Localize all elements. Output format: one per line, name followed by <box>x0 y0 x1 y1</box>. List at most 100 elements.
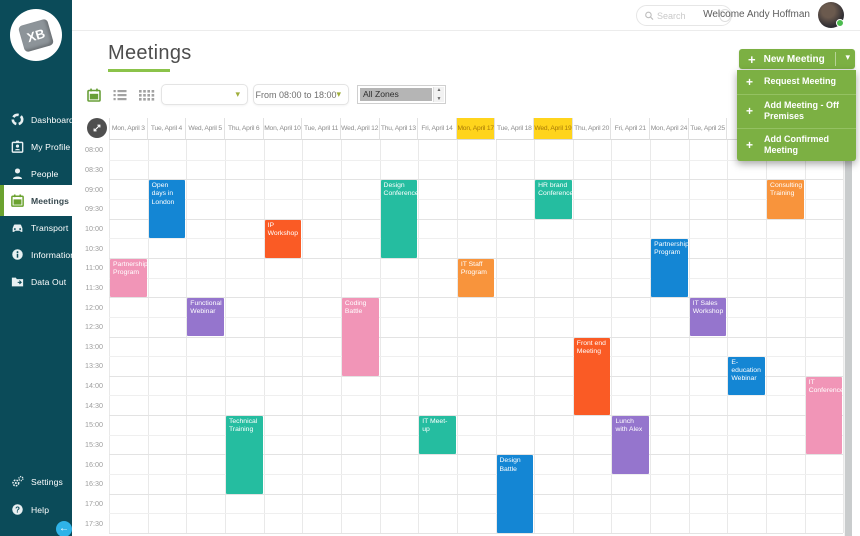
date-header-mon-april-24[interactable]: Mon, April 24 <box>650 118 689 140</box>
meeting-front-end-meeting[interactable]: Front end Meeting <box>573 337 611 416</box>
time-label-12-30: 12:30 <box>85 322 103 332</box>
plus-icon: + <box>748 51 756 67</box>
meeting-design-conference[interactable]: Design Conference <box>380 180 418 258</box>
scrollbar-thumb[interactable] <box>844 150 852 536</box>
sidebar-item-label: Information <box>31 249 76 260</box>
chevron-down-icon[interactable]: ▾ <box>845 52 850 62</box>
button-divider <box>835 52 836 66</box>
menu-item-label: Add Confirmed Meeting <box>764 133 829 155</box>
zone-selected-option[interactable]: All Zones <box>360 88 432 101</box>
grid-hline <box>109 316 844 318</box>
spinner-up-icon: ▲ <box>436 87 442 93</box>
meeting-lunch-with-alex[interactable]: Lunch with Alex <box>612 416 650 475</box>
menu-item-add-meeting-off-premises[interactable]: + Add Meeting - Off Premises <box>737 95 856 129</box>
time-label-11-30: 11:30 <box>85 282 103 292</box>
sidebar-collapse-button[interactable]: ← <box>56 521 72 536</box>
meeting-technical-training[interactable]: Technical Training <box>225 416 263 494</box>
date-header-tue-april-4[interactable]: Tue, April 4 <box>147 118 187 140</box>
grid-hline <box>109 434 844 436</box>
grid-view-button[interactable] <box>138 87 155 103</box>
meeting-open-days-in-london[interactable]: Open days in London <box>148 180 186 239</box>
grid-hline <box>109 159 844 161</box>
expand-arrows-icon <box>93 124 101 132</box>
meeting-title: E-education Webinar <box>731 359 761 383</box>
sidebar-item-settings[interactable]: Settings <box>0 468 72 495</box>
time-range-dropdown[interactable]: From 08:00 to 18:00 ▾ <box>253 84 349 105</box>
date-header-tue-april-25[interactable]: Tue, April 25 <box>688 118 728 140</box>
sidebar-item-label: Transport <box>31 222 69 233</box>
date-header-tue-april-11[interactable]: Tue, April 11 <box>302 118 341 140</box>
avatar[interactable] <box>818 2 844 28</box>
zone-select[interactable]: All Zones ▲ ▼ <box>357 85 446 104</box>
date-header-thu-april-6[interactable]: Thu, April 6 <box>224 118 264 140</box>
people-icon <box>9 166 25 182</box>
date-header-fri-april-21[interactable]: Fri, April 21 <box>611 118 651 140</box>
meeting-partnership-program[interactable]: Partnership Program <box>110 258 147 298</box>
date-header-tue-april-18[interactable]: Tue, April 18 <box>495 118 535 140</box>
grid-hline <box>109 493 844 495</box>
chevron-down-icon: ▾ <box>336 89 341 99</box>
meeting-consulting-training[interactable]: Consulting Training <box>767 180 804 219</box>
spinner-down-icon: ▼ <box>436 96 442 102</box>
meeting-design-battle[interactable]: Design Battle <box>496 455 534 533</box>
date-header-label: Tue, April 11 <box>303 125 339 132</box>
plus-icon: + <box>746 104 754 119</box>
grid-hline <box>109 198 844 200</box>
meeting-it-meet-up[interactable]: IT Meet-up <box>419 416 456 455</box>
grid-hline <box>109 257 844 259</box>
date-header-thu-april-20[interactable]: Thu, April 20 <box>572 118 612 140</box>
search-input[interactable] <box>654 9 717 22</box>
date-header-wed-april-5[interactable]: Wed, April 5 <box>186 118 225 140</box>
meeting-coding-battle[interactable]: Coding Battle <box>341 298 379 376</box>
search-box[interactable]: ✕ <box>636 5 732 26</box>
meeting-partnership-program[interactable]: Partnership Program <box>651 239 688 298</box>
menu-item-add-confirmed-meeting[interactable]: + Add Confirmed Meeting <box>737 129 856 162</box>
logo-mark: XB <box>17 17 55 53</box>
filter-dropdown[interactable]: ▾ <box>161 84 248 105</box>
calendar-view-button[interactable] <box>86 87 102 103</box>
sidebar-item-my-profile[interactable]: My Profile <box>0 133 72 160</box>
menu-item-label: Add Meeting - Off Premises <box>764 100 839 122</box>
date-header-fri-april-14[interactable]: Fri, April 14 <box>418 118 457 140</box>
grid-hline <box>109 238 844 240</box>
time-label-14-30: 14:30 <box>85 400 103 410</box>
time-label-10-30: 10:30 <box>85 243 103 253</box>
expand-button[interactable] <box>87 118 107 138</box>
meeting-it-sales-workshop[interactable]: IT Sales Workshop <box>689 298 727 337</box>
list-view-button[interactable] <box>112 87 128 103</box>
meeting-title: IT Conference <box>808 378 843 394</box>
meeting-hr-brand-conference[interactable]: HR brand Conference <box>535 180 572 219</box>
date-header-wed-april-19[interactable]: Wed, April 19 <box>534 118 573 140</box>
search-icon <box>645 11 654 20</box>
sidebar-item-transport[interactable]: Transport <box>0 214 72 241</box>
date-header-mon-april-3[interactable]: Mon, April 3 <box>109 118 148 140</box>
date-header-mon-april-17[interactable]: Mon, April 17 <box>456 118 496 140</box>
date-header-wed-april-12[interactable]: Wed, April 12 <box>340 118 380 140</box>
date-header-thu-april-13[interactable]: Thu, April 13 <box>379 118 419 140</box>
meeting-e-education-webinar[interactable]: E-education Webinar <box>728 357 766 396</box>
grid-view-icon <box>139 90 155 101</box>
sidebar-item-label: My Profile <box>31 141 71 152</box>
sidebar-item-information[interactable]: Information <box>0 241 76 268</box>
grid-hline <box>109 375 844 377</box>
sidebar-item-meetings[interactable]: Meetings <box>0 185 72 216</box>
sidebar-item-help[interactable]: ? Help <box>0 496 72 523</box>
sidebar-item-dashboard[interactable]: Dashboard <box>0 106 74 133</box>
meeting-functional-webinar[interactable]: Functional Webinar <box>187 298 224 337</box>
new-meeting-menu: + Request Meeting + Add Meeting - Off Premi… <box>737 70 856 161</box>
menu-item-request-meeting[interactable]: + Request Meeting <box>737 70 856 95</box>
sidebar-item-people[interactable]: People <box>0 160 72 187</box>
meetings-icon <box>9 193 25 209</box>
page-title: Meetings <box>108 42 192 64</box>
search-clear-icon[interactable]: ✕ <box>718 9 731 22</box>
new-meeting-button[interactable]: + New Meeting ▾ <box>739 49 855 69</box>
date-header-label: Thu, April 20 <box>574 125 610 132</box>
date-header-mon-april-10[interactable]: Mon, April 10 <box>263 118 303 140</box>
meeting-it-staff-program[interactable]: IT Staff Program <box>457 258 495 298</box>
meeting-it-conference[interactable]: IT Conference <box>805 376 843 455</box>
meeting-ip-workshop[interactable]: IP Workshop <box>264 219 302 258</box>
zone-select-spinner[interactable]: ▲ ▼ <box>433 87 444 102</box>
sidebar-item-data-out[interactable]: Data Out <box>0 268 72 295</box>
vertical-scrollbar[interactable]: ▲ <box>844 140 852 536</box>
logo[interactable]: XB <box>10 9 62 61</box>
